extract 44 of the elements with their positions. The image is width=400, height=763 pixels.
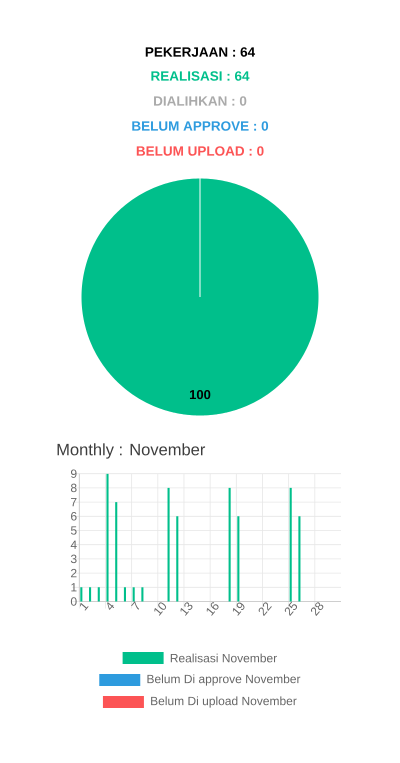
slice-label: REALISASI : 64 xyxy=(151,71,250,81)
bar xyxy=(80,587,82,602)
x-tick-label: 28 xyxy=(310,602,324,616)
y-tick-label: 8 xyxy=(70,484,77,492)
x-tick-label: 19 xyxy=(232,602,244,616)
chart-title: PEKERJAAN : 64 xyxy=(146,47,256,57)
y-tick-label: 9 xyxy=(70,469,77,478)
bar xyxy=(98,587,100,602)
x-tick-label: 25 xyxy=(284,602,298,616)
legend-label: Belum Di upload November xyxy=(151,696,297,708)
x-tick-label: 13 xyxy=(180,602,192,616)
x-tick-label: 7 xyxy=(131,601,140,610)
y-tick-label: 0 xyxy=(70,597,77,606)
x-tick-label: 1 xyxy=(80,602,89,611)
y-tick-label: 5 xyxy=(70,526,77,535)
bar xyxy=(115,502,118,602)
bar xyxy=(132,587,135,602)
bar xyxy=(106,474,109,602)
y-tick-label: 1 xyxy=(71,583,77,592)
y-tick-label: 7 xyxy=(71,498,76,506)
bar xyxy=(89,587,92,602)
bar xyxy=(124,587,126,602)
y-tick-label: 4 xyxy=(70,540,77,549)
bar xyxy=(228,488,231,602)
data-label: 100 xyxy=(190,390,210,400)
x-tick-label: 16 xyxy=(206,602,219,616)
legend-label: Belum Di approve November xyxy=(147,674,300,686)
bar xyxy=(168,488,170,602)
y-tick-label: 6 xyxy=(71,512,77,521)
bar xyxy=(141,587,144,602)
x-tick-label: 22 xyxy=(258,602,272,616)
bar xyxy=(290,488,292,602)
category-label: DIALIHKAN : 0 xyxy=(154,96,246,106)
x-tick-label: 4 xyxy=(107,602,114,610)
bar xyxy=(176,516,178,602)
x-tick-label: 10 xyxy=(154,602,166,616)
category-label: BELUM APPROVE : 0 xyxy=(132,121,268,131)
y-tick-label: 2 xyxy=(71,568,76,578)
bar xyxy=(237,516,240,602)
category-label: BELUM UPLOAD : 0 xyxy=(136,146,264,156)
chart-title: Monthly : November xyxy=(58,443,206,459)
legend-label: Realisasi November xyxy=(170,654,277,662)
bar xyxy=(298,516,300,602)
y-tick-label: 3 xyxy=(70,554,77,564)
